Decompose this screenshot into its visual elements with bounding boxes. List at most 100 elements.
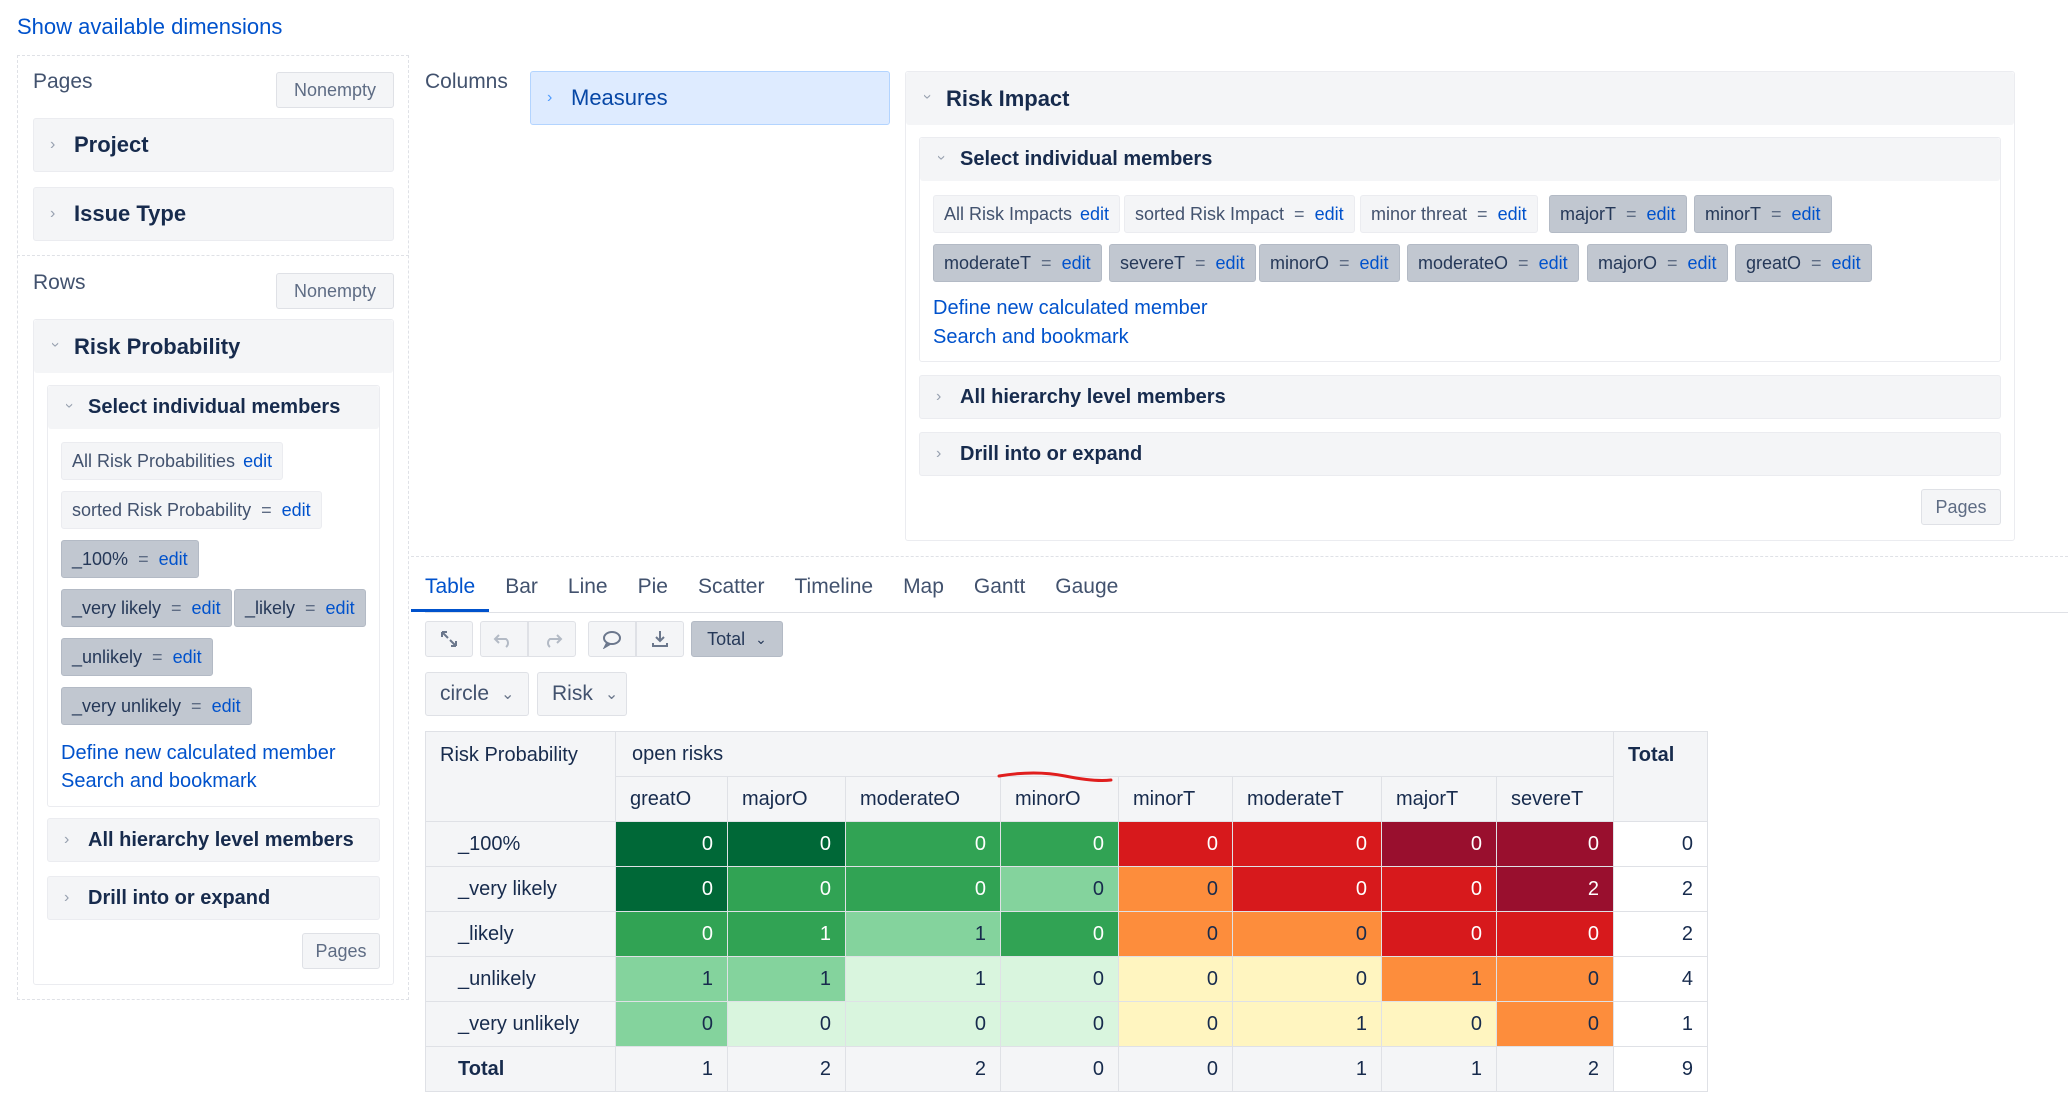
table-cell: 0 — [1381, 866, 1497, 912]
rows-drill-into[interactable]: › Drill into or expand — [47, 876, 380, 920]
edit-link[interactable]: edit — [191, 597, 221, 618]
member-chip-selected[interactable]: _100% = edit — [61, 540, 199, 578]
column-header[interactable]: minorO — [1000, 776, 1119, 822]
columns-drill-into[interactable]: › Drill into or expand — [919, 432, 2001, 476]
define-calculated-member-link[interactable]: Define new calculated member — [61, 742, 336, 764]
column-header[interactable]: majorT — [1381, 776, 1497, 822]
edit-link[interactable]: edit — [1791, 203, 1821, 224]
row-header[interactable]: _very likely — [425, 866, 616, 912]
fullscreen-button[interactable] — [425, 621, 473, 657]
column-header[interactable]: minorT — [1118, 776, 1233, 822]
edit-link[interactable]: edit — [325, 597, 355, 618]
row-header[interactable]: _very unlikely — [425, 1001, 616, 1047]
member-chip-selected[interactable]: minorO = edit — [1259, 244, 1400, 282]
edit-link[interactable]: edit — [1061, 252, 1091, 273]
member-chip[interactable]: All Risk Probabilities edit — [61, 442, 284, 480]
member-chip-selected[interactable]: moderateT = edit — [933, 244, 1102, 282]
member-chip[interactable]: All Risk Impacts edit — [933, 195, 1121, 233]
chevron-down-icon: ⌄ — [755, 630, 767, 647]
rows-nonempty-button[interactable]: Nonempty — [276, 273, 394, 309]
pages-nonempty-button[interactable]: Nonempty — [276, 72, 394, 108]
tab-bar[interactable]: Bar — [505, 575, 538, 598]
rows-select-members-header[interactable]: › Select individual members — [48, 386, 379, 429]
undo-icon — [493, 634, 509, 648]
total-row: Total 1 2 2 0 0 1 1 2 9 — [425, 1046, 1708, 1092]
member-chip-selected[interactable]: minorT = edit — [1694, 195, 1832, 233]
row-header[interactable]: _likely — [425, 911, 616, 957]
export-button[interactable] — [636, 621, 684, 657]
columns-dim-risk-impact[interactable]: › Risk Impact — [906, 72, 2014, 125]
total-row-label: Total — [425, 1046, 616, 1092]
member-chip-selected[interactable]: greatO = edit — [1735, 244, 1872, 282]
edit-link[interactable]: edit — [1215, 252, 1245, 273]
edit-link[interactable]: edit — [158, 548, 188, 569]
edit-link[interactable]: edit — [1359, 252, 1389, 273]
edit-link[interactable]: edit — [243, 450, 273, 471]
edit-link[interactable]: edit — [1687, 252, 1717, 273]
redo-button[interactable] — [528, 621, 576, 657]
member-chip-selected[interactable]: majorT = edit — [1549, 195, 1687, 233]
tab-map[interactable]: Map — [903, 575, 944, 598]
tab-table[interactable]: Table — [411, 575, 490, 612]
comment-button[interactable] — [588, 621, 636, 657]
member-chip-selected[interactable]: severeT = edit — [1109, 244, 1256, 282]
row-header[interactable]: _unlikely — [425, 956, 616, 1002]
member-chip-selected[interactable]: majorO = edit — [1587, 244, 1728, 282]
member-chip[interactable]: sorted Risk Probability = edit — [61, 491, 322, 529]
pages-dim-project[interactable]: › Project — [33, 118, 394, 172]
edit-link[interactable]: edit — [172, 646, 202, 667]
search-bookmark-link[interactable]: Search and bookmark — [933, 326, 1129, 348]
edit-link[interactable]: edit — [1646, 203, 1676, 224]
filter-dropdown-risk[interactable]: Risk ⌄ — [537, 672, 627, 716]
row-total-cell: 4 — [1613, 956, 1708, 1002]
edit-link[interactable]: edit — [1314, 203, 1344, 224]
table-row: _100% 0 0 0 0 0 0 0 0 0 — [425, 821, 1708, 867]
member-chip-selected[interactable]: moderateO = edit — [1407, 244, 1579, 282]
edit-link[interactable]: edit — [1080, 203, 1110, 224]
member-chip[interactable]: minor threat = edit — [1360, 195, 1538, 233]
column-header[interactable]: moderateO — [845, 776, 1001, 822]
show-dimensions-link[interactable]: Show available dimensions — [17, 14, 283, 39]
columns-all-hierarchy[interactable]: › All hierarchy level members — [919, 375, 2001, 419]
columns-label: Columns — [425, 70, 508, 93]
tab-gantt[interactable]: Gantt — [973, 575, 1026, 598]
table-row: _unlikely 1 1 1 0 0 0 1 0 4 — [425, 956, 1708, 1002]
table-cell: 0 — [1232, 911, 1382, 957]
columns-select-members-header[interactable]: › Select individual members — [920, 138, 2000, 181]
measures-dimension[interactable]: › Measures — [530, 71, 890, 125]
grand-total-cell: 9 — [1613, 1046, 1708, 1092]
columns-pages-button[interactable]: Pages — [1921, 489, 2001, 525]
search-bookmark-link[interactable]: Search and bookmark — [61, 770, 257, 792]
column-header[interactable]: severeT — [1496, 776, 1614, 822]
edit-link[interactable]: edit — [211, 695, 241, 716]
undo-button[interactable] — [480, 621, 528, 657]
define-calculated-member-link[interactable]: Define new calculated member — [933, 297, 1208, 319]
member-chip-selected[interactable]: _unlikely = edit — [61, 638, 213, 676]
row-total-cell: 2 — [1613, 866, 1708, 912]
tab-scatter[interactable]: Scatter — [697, 575, 765, 598]
edit-link[interactable]: edit — [1831, 252, 1861, 273]
row-header[interactable]: _100% — [425, 821, 616, 867]
column-header[interactable]: moderateT — [1232, 776, 1382, 822]
edit-link[interactable]: edit — [1538, 252, 1568, 273]
rows-all-hierarchy[interactable]: › All hierarchy level members — [47, 818, 380, 862]
tab-timeline[interactable]: Timeline — [794, 575, 874, 598]
edit-link[interactable]: edit — [1497, 203, 1527, 224]
column-header[interactable]: majorO — [727, 776, 846, 822]
pages-dim-issue-type[interactable]: › Issue Type — [33, 187, 394, 241]
tab-gauge[interactable]: Gauge — [1055, 575, 1119, 598]
rows-dim-risk-probability[interactable]: › Risk Probability — [34, 320, 393, 373]
member-chip-selected[interactable]: _very likely = edit — [61, 589, 232, 627]
tab-pie[interactable]: Pie — [637, 575, 668, 598]
table-cell: 0 — [727, 821, 846, 867]
edit-link[interactable]: edit — [281, 499, 311, 520]
tab-line[interactable]: Line — [567, 575, 608, 598]
member-chip-selected[interactable]: _likely = edit — [234, 589, 366, 627]
rows-pages-button[interactable]: Pages — [302, 933, 380, 969]
member-chip-selected[interactable]: _very unlikely = edit — [61, 687, 252, 725]
filter-dropdown-circle[interactable]: circle ⌄ — [425, 672, 529, 716]
member-chip[interactable]: sorted Risk Impact = edit — [1124, 195, 1355, 233]
column-header[interactable]: greatO — [615, 776, 728, 822]
total-dropdown[interactable]: Total ⌄ — [691, 621, 783, 657]
pages-label: Pages — [33, 70, 93, 93]
